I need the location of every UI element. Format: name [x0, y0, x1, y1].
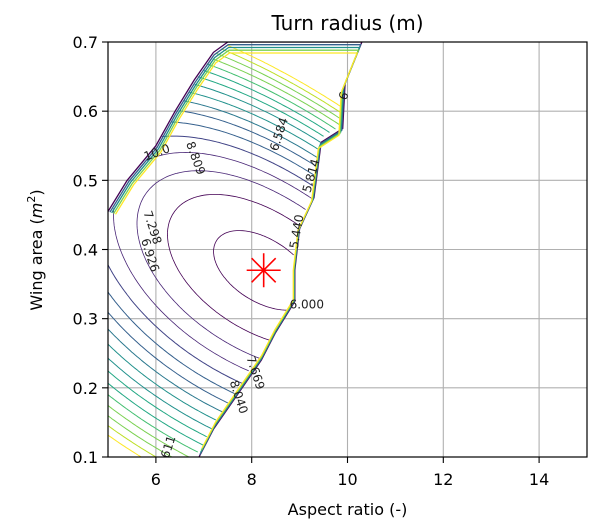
y-tick-label: 0.1: [73, 448, 98, 467]
y-axis-label-close: ): [27, 189, 46, 195]
y-tick-label: 0.5: [73, 171, 98, 190]
x-tick-label: 8: [247, 470, 257, 489]
y-axis-label-main: Wing area (: [27, 218, 46, 310]
grid-layer: [108, 41, 587, 458]
y-axis-label-sup: 2: [25, 196, 38, 203]
contour-line: [108, 52, 342, 457]
contour-label: 5.440: [287, 213, 307, 249]
y-tick-label: 0.7: [73, 33, 98, 52]
contour-line: [108, 76, 324, 438]
optimum-marker-stroke: [251, 257, 277, 283]
y-axis-label: Wing area (m2): [25, 189, 46, 310]
contour-line: [108, 100, 318, 413]
tick-layer: 6 8 10 12 14 0.1 0.2 0.3 0.4 0.5 0.6 0.7: [73, 33, 550, 489]
y-tick-label: 0.6: [73, 102, 98, 121]
boundary-contour-line: [114, 52, 359, 449]
contour-line: [108, 83, 321, 430]
x-tick-label: 14: [529, 470, 549, 489]
y-tick-label: 0.3: [73, 310, 98, 329]
contour-line: [167, 194, 300, 341]
contour-line: [108, 91, 318, 421]
contour-line: [108, 58, 342, 457]
contour-line: [108, 48, 342, 457]
contour-line: [213, 230, 294, 311]
contour-label: 6: [336, 90, 352, 102]
contour-layer: [108, 42, 363, 457]
y-axis-label-var: m: [27, 203, 46, 219]
x-tick-label: 12: [433, 470, 453, 489]
y-tick-label: 0.4: [73, 241, 98, 260]
contour-line: [108, 121, 315, 396]
optimum-marker: [246, 253, 281, 288]
x-tick-label: 10: [337, 470, 357, 489]
contour-line: [108, 70, 330, 446]
contour-line: [108, 63, 336, 453]
x-tick-label: 6: [151, 470, 161, 489]
contour-line: [136, 170, 306, 360]
x-axis-label: Aspect ratio (-): [288, 500, 408, 519]
contour-line: [108, 110, 317, 404]
contour-label: 6.000: [290, 297, 324, 311]
contour-line: [108, 45, 342, 457]
optimum-marker-layer: [246, 253, 281, 288]
y-tick-label: 0.2: [73, 379, 98, 398]
chart-title: Turn radius (m): [270, 11, 423, 35]
